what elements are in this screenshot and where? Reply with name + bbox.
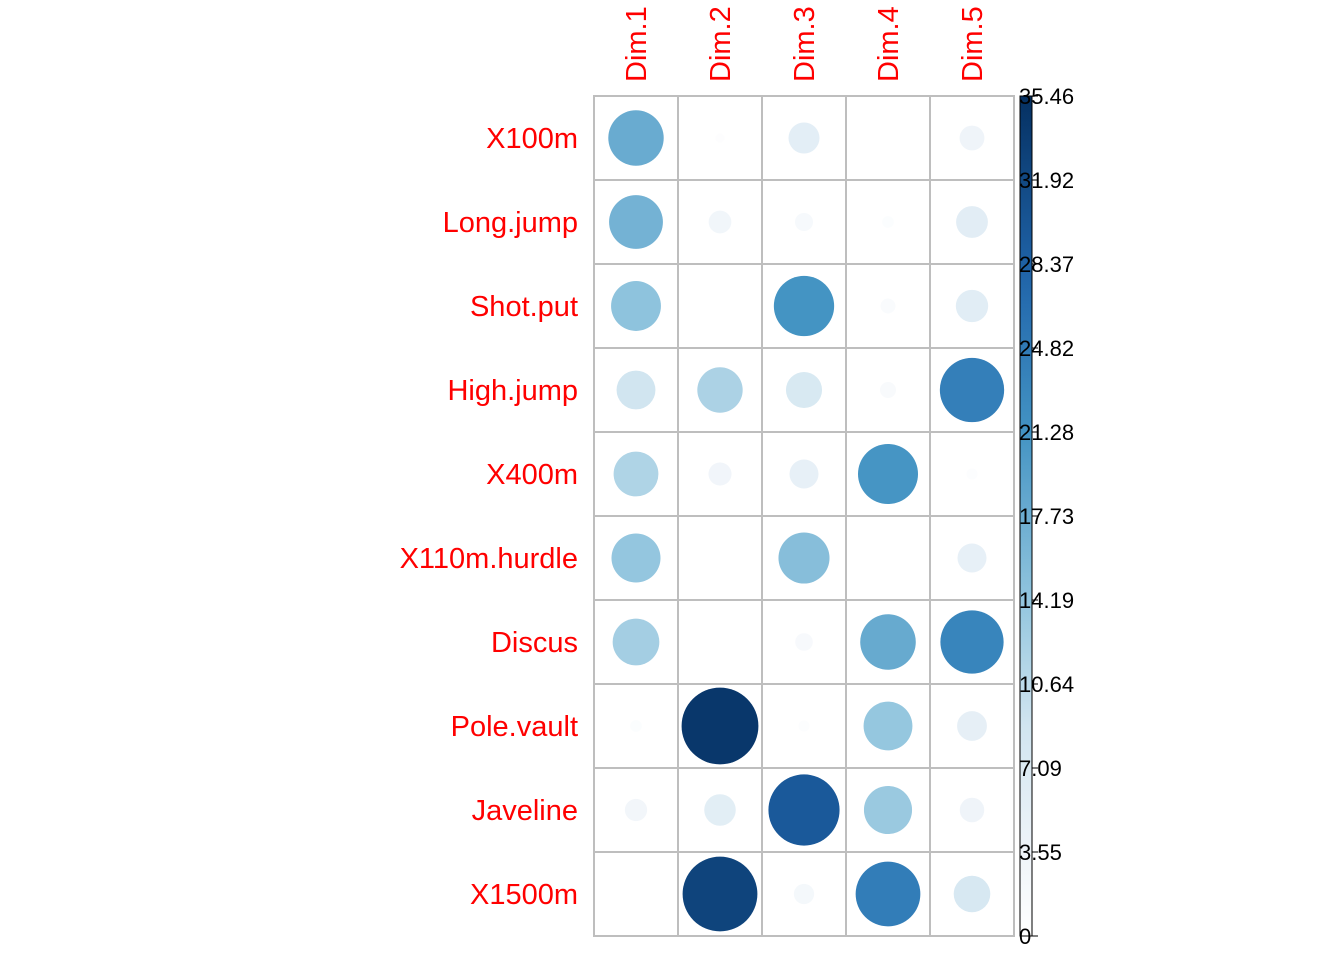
- circle-layer: [608, 110, 1005, 932]
- data-circle-X1500m-Dim.5: [953, 875, 991, 913]
- data-circle-Javeline-Dim.5: [959, 797, 985, 823]
- data-circle-Shot.put-Dim.5: [955, 289, 989, 323]
- colorbar-tick-label: 31.92: [1019, 168, 1074, 193]
- row-label: X100m: [486, 123, 578, 155]
- grid-cell: [677, 599, 763, 685]
- colorbar-tick-label: 17.73: [1019, 504, 1074, 529]
- data-circle-X400m-Dim.4: [857, 443, 919, 505]
- colorbar-tick-label: 28.37: [1019, 252, 1074, 277]
- data-circle-Pole.vault-Dim.3: [798, 720, 810, 732]
- data-circle-X100m-Dim.5: [959, 125, 985, 151]
- row-label: Pole.vault: [451, 711, 578, 743]
- data-circle-Shot.put-Dim.3: [773, 275, 835, 337]
- data-circle-High.jump-Dim.1: [616, 370, 656, 410]
- data-circle-Shot.put-Dim.1: [611, 281, 661, 331]
- label-layer: X100m Long.jump Shot.put High.jump X400m X110…: [400, 6, 989, 911]
- grid-cell: [845, 95, 931, 181]
- data-circle-Pole.vault-Dim.5: [957, 711, 987, 741]
- data-circle-Discus-Dim.1: [612, 618, 660, 666]
- row-label: Discus: [491, 627, 578, 659]
- data-circle-Shot.put-Dim.2: [717, 303, 723, 309]
- colorbar-tick-label: 21.28: [1019, 420, 1074, 445]
- data-circle-X100m-Dim.3: [788, 122, 820, 154]
- grid-layer: [593, 95, 1015, 937]
- data-circle-Javeline-Dim.2: [704, 794, 736, 826]
- data-circle-High.jump-Dim.2: [697, 367, 743, 413]
- data-circle-Javeline-Dim.4: [863, 785, 913, 835]
- data-circle-Long.jump-Dim.4: [882, 216, 894, 228]
- grid-cell: [845, 515, 931, 601]
- data-circle-High.jump-Dim.3: [785, 371, 823, 409]
- data-circle-High.jump-Dim.5: [939, 357, 1005, 423]
- data-circle-X110m.hurdle-Dim.1: [611, 533, 661, 583]
- data-circle-Discus-Dim.3: [795, 633, 813, 651]
- colorbar: 35.46 31.92 28.37 24.82 21.28 17.73 14.19 10.64…: [1019, 84, 1074, 949]
- data-circle-X100m-Dim.2: [715, 133, 725, 143]
- column-label: Dim.1: [621, 6, 653, 82]
- grid-cell: [677, 515, 763, 601]
- data-circle-X400m-Dim.1: [613, 451, 659, 497]
- data-circle-X100m-Dim.1: [608, 110, 664, 166]
- row-label: X400m: [486, 459, 578, 491]
- data-circle-High.jump-Dim.4: [879, 381, 897, 399]
- row-label: Long.jump: [443, 207, 578, 239]
- data-circle-Long.jump-Dim.2: [708, 210, 732, 234]
- colorbar-tick-label: 7.09: [1019, 756, 1062, 781]
- row-label: X110m.hurdle: [400, 543, 578, 575]
- data-circle-X110m.hurdle-Dim.3: [778, 532, 830, 584]
- data-circle-X1500m-Dim.4: [855, 861, 921, 927]
- grid-cell: [593, 851, 679, 937]
- data-circle-Long.jump-Dim.5: [956, 206, 988, 238]
- data-circle-Shot.put-Dim.4: [880, 298, 896, 314]
- data-circle-Pole.vault-Dim.1: [630, 720, 642, 732]
- colorbar-tick-label: 0: [1019, 924, 1031, 949]
- column-label: Dim.5: [957, 6, 989, 82]
- data-circle-Discus-Dim.5: [940, 610, 1004, 674]
- column-label: Dim.3: [789, 6, 821, 82]
- data-circle-Pole.vault-Dim.4: [863, 701, 913, 751]
- colorbar-tick-label: 35.46: [1019, 84, 1074, 109]
- data-circle-X1500m-Dim.3: [793, 883, 815, 905]
- data-circle-X400m-Dim.2: [708, 462, 732, 486]
- grid-cell: [929, 851, 1015, 937]
- data-circle-X400m-Dim.5: [966, 468, 978, 480]
- column-label: Dim.4: [873, 6, 905, 82]
- data-circle-X110m.hurdle-Dim.5: [957, 543, 987, 573]
- column-label: Dim.2: [705, 6, 737, 82]
- data-circle-Discus-Dim.4: [860, 614, 916, 670]
- row-label: X1500m: [470, 879, 578, 911]
- data-circle-Pole.vault-Dim.2: [681, 687, 759, 765]
- colorbar-tick-label: 10.64: [1019, 672, 1074, 697]
- row-label: High.jump: [447, 375, 578, 407]
- data-circle-Long.jump-Dim.3: [794, 212, 814, 232]
- data-circle-Long.jump-Dim.1: [609, 195, 663, 249]
- row-label: Javeline: [472, 795, 578, 827]
- row-label: Shot.put: [470, 291, 578, 323]
- colorbar-tick-label: 14.19: [1019, 588, 1074, 613]
- colorbar-tick-label: 3.55: [1019, 840, 1062, 865]
- data-circle-X400m-Dim.3: [789, 459, 819, 489]
- colorbar-tick-label: 24.82: [1019, 336, 1074, 361]
- data-circle-X1500m-Dim.2: [682, 856, 758, 932]
- data-circle-Javeline-Dim.3: [768, 774, 840, 846]
- data-circle-Javeline-Dim.1: [624, 798, 648, 822]
